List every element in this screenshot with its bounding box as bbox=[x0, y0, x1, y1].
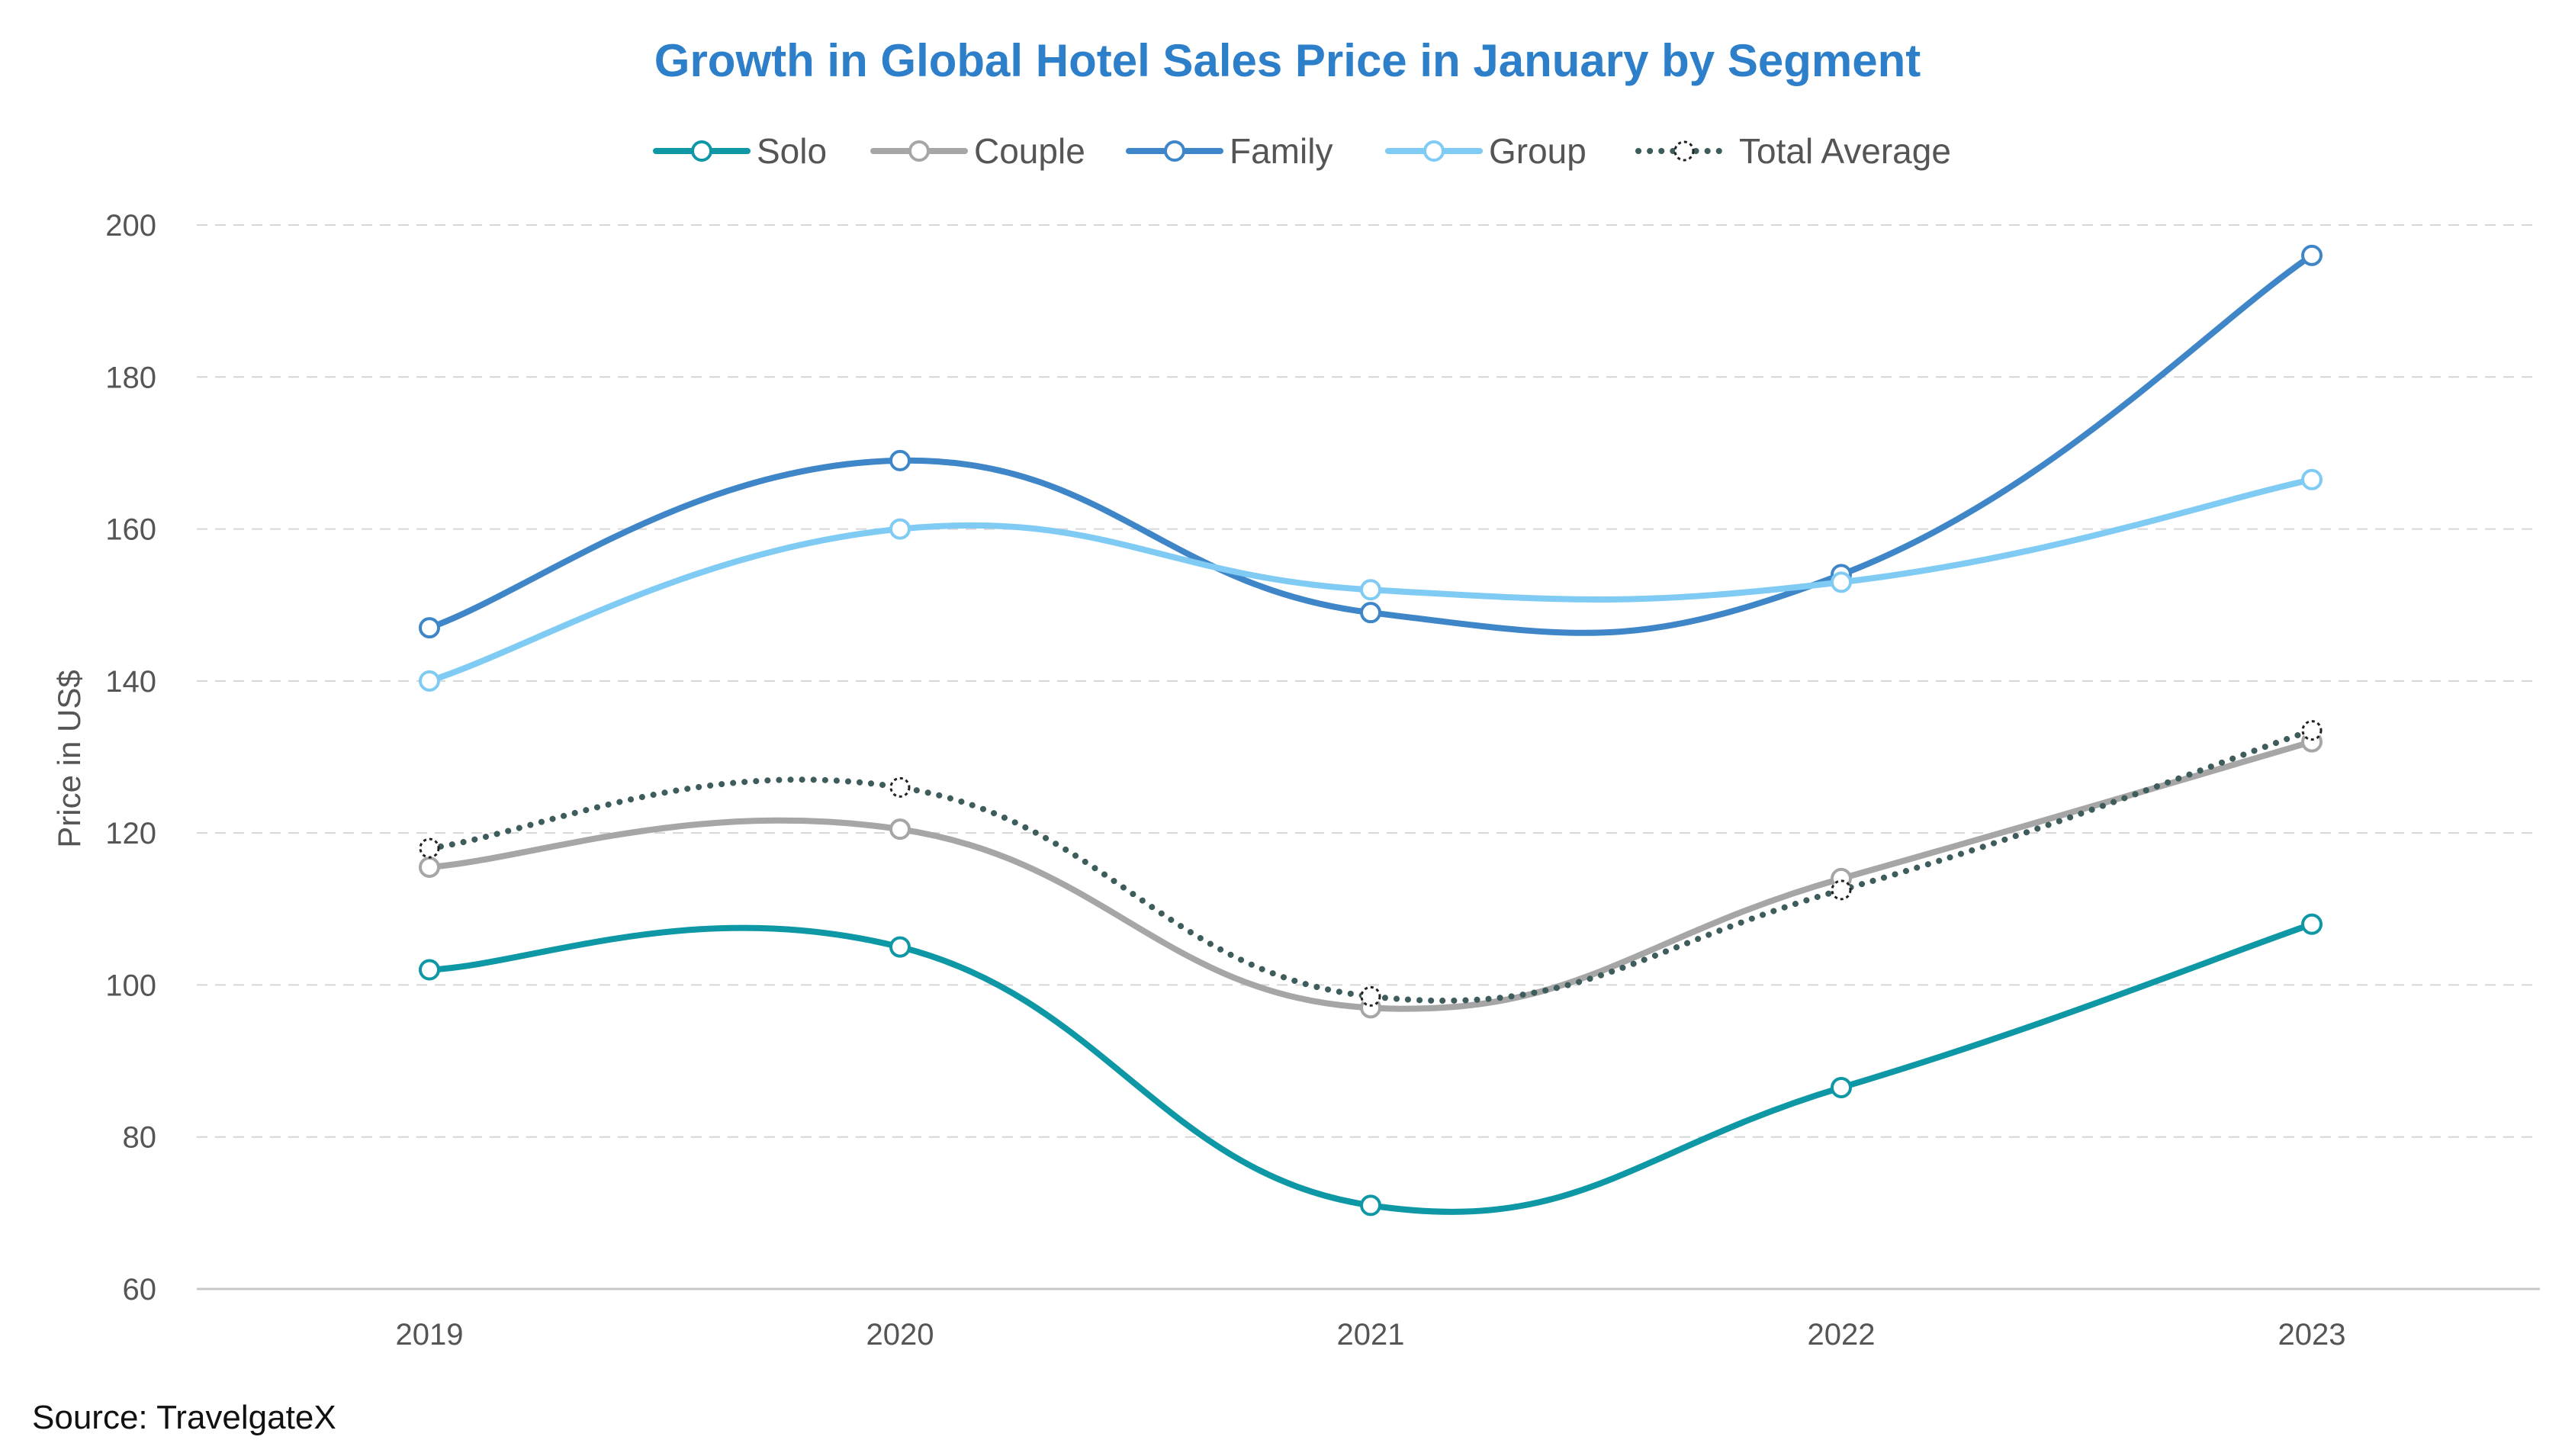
data-point-family bbox=[1360, 602, 1381, 624]
y-tick-label: 200 bbox=[105, 209, 156, 243]
series-solo bbox=[419, 913, 2323, 1217]
series-line-total-average bbox=[426, 727, 2315, 1004]
data-point-family bbox=[419, 617, 440, 639]
legend-item-total-average: Total Average bbox=[1635, 131, 1951, 171]
legend-item-group: Group bbox=[1385, 131, 1586, 171]
y-tick-label: 80 bbox=[123, 1121, 157, 1155]
data-point-family bbox=[889, 449, 911, 471]
chart-title: Growth in Global Hotel Sales Price in Ja… bbox=[654, 35, 1921, 86]
legend-label: Total Average bbox=[1739, 131, 1951, 171]
y-tick-label: 60 bbox=[123, 1273, 157, 1307]
data-point-solo bbox=[1360, 1194, 1381, 1217]
legend-marker bbox=[908, 140, 930, 162]
y-tick-label: 180 bbox=[105, 361, 156, 394]
data-point-solo bbox=[2301, 913, 2323, 935]
y-tick-label: 120 bbox=[105, 817, 156, 850]
data-point-solo bbox=[419, 959, 440, 981]
axes: 60 80 100 120 140 160 180 200 2019 2020 2021 2022 20… bbox=[105, 209, 2540, 1352]
legend-label: Family bbox=[1230, 131, 1333, 171]
x-tick-label: 2020 bbox=[866, 1318, 934, 1352]
series-line-couple bbox=[426, 738, 2315, 1012]
x-tick-label: 2021 bbox=[1337, 1318, 1405, 1352]
legend-label: Couple bbox=[974, 131, 1085, 171]
series-lines bbox=[419, 244, 2323, 1217]
data-point-solo bbox=[889, 936, 911, 958]
legend-marker bbox=[691, 140, 712, 162]
data-point-group bbox=[419, 670, 440, 692]
data-point-group bbox=[1831, 571, 1852, 593]
data-point-total-average bbox=[889, 776, 911, 798]
data-point-group bbox=[1360, 579, 1381, 601]
legend-marker bbox=[1423, 140, 1445, 162]
series-total-average bbox=[419, 720, 2323, 1007]
x-tick-label: 2022 bbox=[1808, 1318, 1876, 1352]
legend-label: Solo bbox=[757, 131, 827, 171]
data-point-total-average bbox=[1831, 879, 1852, 901]
data-point-group bbox=[2301, 468, 2323, 490]
legend-label: Group bbox=[1489, 131, 1586, 171]
y-axis-label: Price in US$ bbox=[51, 670, 87, 847]
data-point-solo bbox=[1831, 1076, 1852, 1098]
x-tick-label: 2023 bbox=[2278, 1318, 2346, 1352]
data-point-total-average bbox=[1360, 985, 1381, 1007]
legend-item-family: Family bbox=[1126, 131, 1333, 171]
data-point-total-average bbox=[419, 837, 440, 859]
legend-item-solo: Solo bbox=[653, 131, 827, 171]
x-tick-label: 2019 bbox=[396, 1318, 464, 1352]
series-line-family bbox=[426, 252, 2315, 636]
legend: Solo Couple Family Group Total Average bbox=[653, 131, 1951, 171]
data-point-group bbox=[889, 518, 911, 540]
source-note: Source: TravelgateX bbox=[32, 1399, 336, 1436]
y-tick-label: 100 bbox=[105, 969, 156, 1002]
data-point-couple bbox=[419, 856, 440, 878]
gridlines bbox=[197, 224, 2540, 1138]
legend-item-couple: Couple bbox=[870, 131, 1085, 171]
series-couple bbox=[419, 731, 2323, 1019]
legend-marker bbox=[1673, 140, 1695, 162]
data-point-family bbox=[2301, 244, 2323, 266]
y-tick-label: 160 bbox=[105, 513, 156, 547]
data-point-total-average bbox=[2301, 720, 2323, 741]
legend-marker bbox=[1164, 140, 1185, 162]
series-group bbox=[419, 468, 2323, 692]
y-tick-label: 140 bbox=[105, 665, 156, 699]
series-line-solo bbox=[426, 921, 2315, 1215]
data-point-couple bbox=[889, 818, 911, 840]
series-family bbox=[419, 244, 2323, 639]
